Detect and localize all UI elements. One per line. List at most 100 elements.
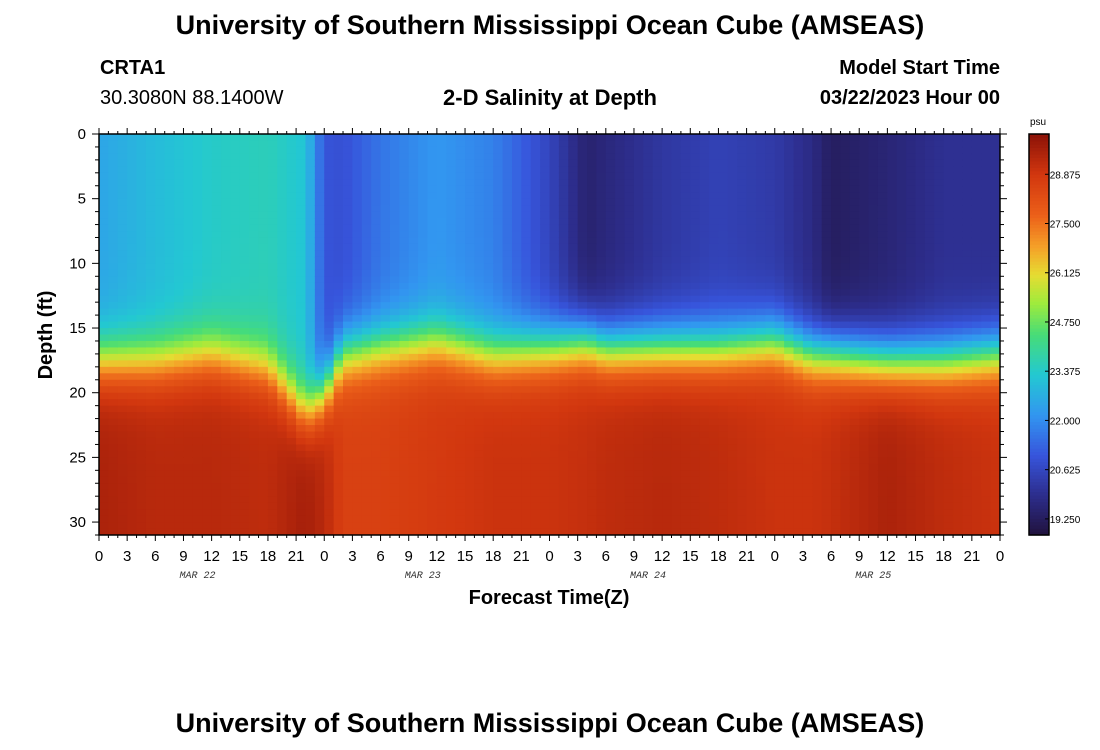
heatmap-cell [652, 412, 663, 420]
heatmap-cell [493, 140, 504, 148]
heatmap-cell [765, 386, 776, 394]
heatmap-cell [812, 489, 823, 497]
heatmap-cell [671, 205, 682, 213]
heatmap-cell [840, 373, 851, 381]
heatmap-cell [117, 153, 128, 161]
heatmap-cell [831, 315, 842, 323]
heatmap-cell [183, 386, 194, 394]
heatmap-cell [389, 263, 400, 271]
heatmap-cell [502, 237, 513, 245]
heatmap-cell [633, 489, 644, 497]
heatmap-cell [164, 134, 175, 142]
heatmap-cell [183, 198, 194, 206]
heatmap-cell [221, 360, 231, 368]
heatmap-cell [793, 172, 804, 180]
heatmap-cell [549, 496, 560, 504]
heatmap-cell [605, 418, 616, 426]
heatmap-cell [521, 289, 532, 297]
heatmap-cell [352, 185, 363, 193]
heatmap-cell [371, 340, 382, 349]
heatmap-cell [840, 334, 851, 342]
heatmap-cell [436, 386, 447, 394]
heatmap-cell [521, 515, 532, 523]
heatmap-cell [418, 198, 429, 206]
heatmap-cell [474, 418, 485, 426]
heatmap-cell [765, 289, 776, 297]
heatmap-cell [530, 340, 541, 349]
heatmap-cell [831, 418, 842, 426]
heatmap-cell [99, 140, 109, 148]
heatmap-cell [718, 256, 729, 264]
heatmap-cell [333, 392, 344, 400]
heatmap-cell [755, 373, 766, 381]
heatmap-cell [568, 379, 579, 387]
heatmap-cell [821, 256, 832, 264]
heatmap-cell [643, 412, 654, 420]
heatmap-cell [821, 418, 832, 426]
heatmap-cell [164, 522, 175, 530]
heatmap-cell [737, 360, 748, 368]
heatmap-cell [812, 218, 823, 226]
heatmap-cell [568, 496, 579, 504]
heatmap-cell [183, 470, 194, 478]
heatmap-cell [108, 405, 119, 413]
heatmap-cell [849, 185, 860, 193]
heatmap-cell [389, 489, 400, 497]
heatmap-cell [577, 476, 588, 484]
heatmap-cell [793, 399, 804, 407]
heatmap-cell [549, 224, 560, 232]
heatmap-cell [408, 179, 419, 187]
heatmap-cell [577, 269, 588, 277]
heatmap-cell [596, 399, 607, 407]
heatmap-cell [568, 509, 579, 517]
heatmap-cell [127, 347, 138, 355]
heatmap-cell [727, 134, 738, 142]
heatmap-cell [427, 515, 438, 523]
heatmap-cell [802, 483, 813, 491]
heatmap-cell [380, 347, 391, 355]
heatmap-cell [117, 392, 128, 400]
heatmap-cell [465, 134, 476, 142]
heatmap-cell [652, 366, 663, 374]
heatmap-cell [709, 450, 720, 458]
heatmap-cell [605, 263, 616, 271]
heatmap-cell [493, 444, 504, 452]
heatmap-cell [230, 379, 241, 387]
heatmap-cell [690, 437, 701, 446]
heatmap-cell [624, 412, 635, 420]
station-coordinates: 30.3080N 88.1400W [100, 87, 284, 109]
heatmap-cell [221, 463, 231, 471]
heatmap-cell [774, 412, 785, 420]
heatmap-cell [108, 450, 119, 458]
heatmap-cell [577, 522, 588, 530]
heatmap-cell [587, 276, 598, 284]
heatmap-cell [577, 450, 588, 458]
heatmap-cell [680, 315, 691, 323]
heatmap-cell [239, 366, 250, 374]
heatmap-cell [296, 198, 307, 206]
heatmap-cell [624, 470, 635, 478]
heatmap-cell [521, 153, 532, 161]
heatmap-cell [483, 366, 494, 374]
heatmap-cell [699, 256, 710, 264]
heatmap-cell [267, 263, 278, 271]
heatmap-cell [680, 282, 691, 290]
heatmap-cell [474, 509, 485, 517]
heatmap-cell [136, 366, 147, 374]
heatmap-cell [737, 198, 748, 206]
heatmap-cell [483, 146, 494, 155]
heatmap-cell [192, 425, 203, 433]
heatmap-cell [812, 463, 823, 471]
heatmap-cell [755, 153, 766, 161]
heatmap-cell [408, 302, 419, 310]
heatmap-cell [174, 483, 185, 491]
heatmap-cell [812, 289, 823, 297]
heatmap-cell [221, 399, 231, 407]
heatmap-cell [427, 302, 438, 310]
heatmap-cell [605, 347, 616, 355]
heatmap-cell [296, 366, 307, 374]
heatmap-cell [540, 237, 551, 245]
heatmap-cell [465, 476, 476, 484]
heatmap-cell [277, 146, 288, 155]
heatmap-cell [436, 134, 447, 142]
